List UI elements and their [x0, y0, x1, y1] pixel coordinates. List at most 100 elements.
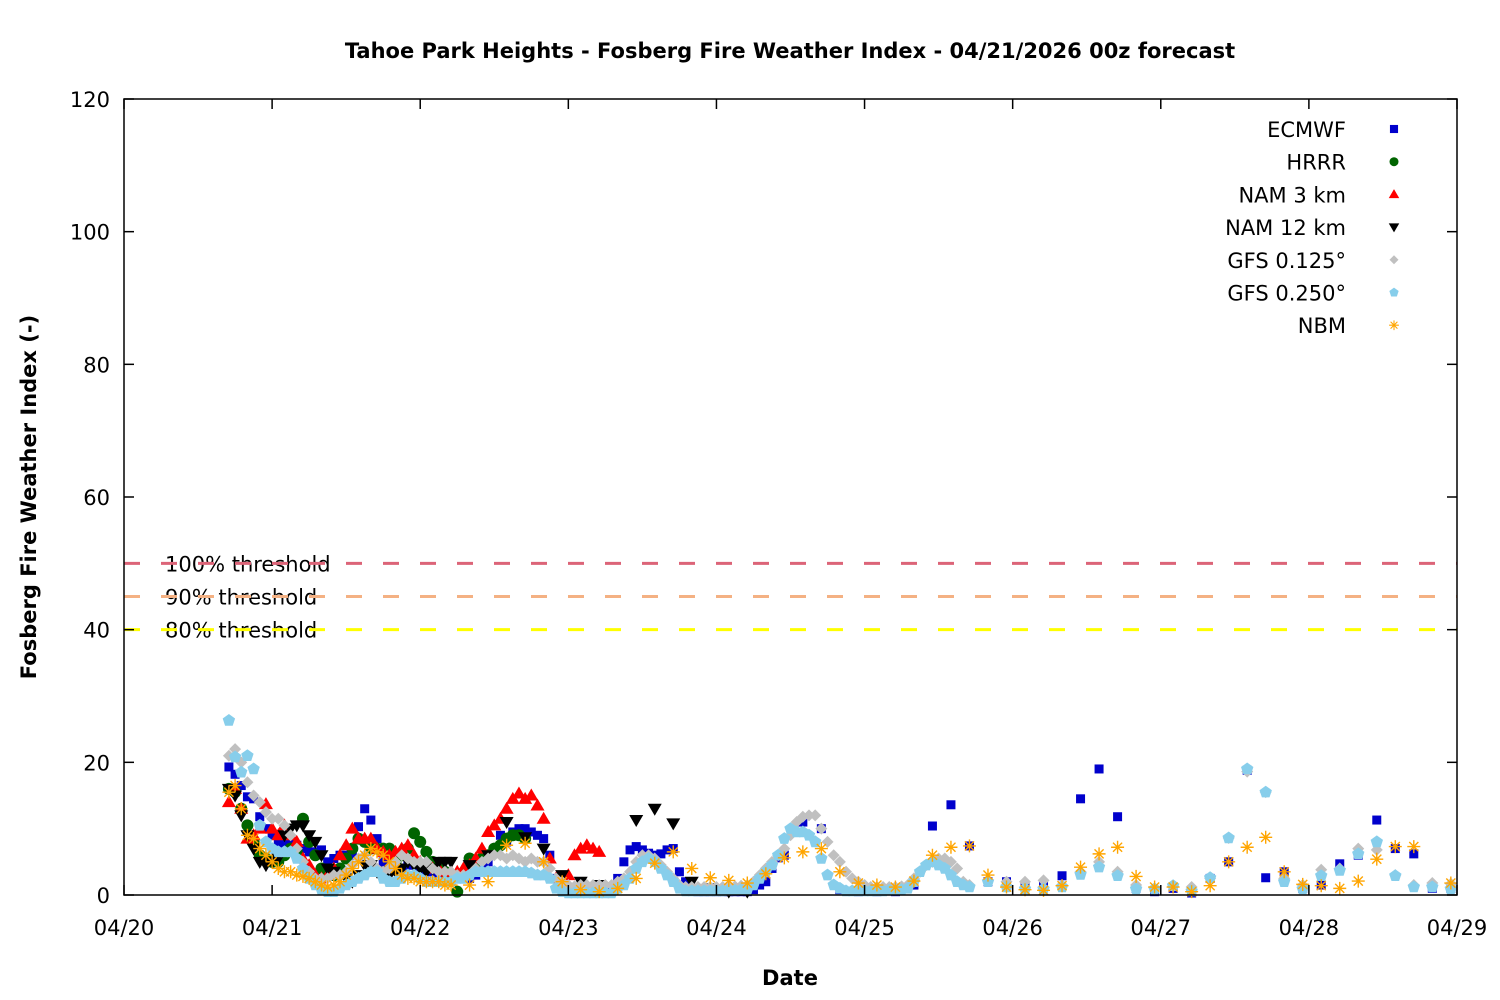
ecmwf-point: [360, 804, 370, 814]
nbm-point: [1129, 869, 1143, 883]
gfs-0-250-point: [241, 749, 254, 761]
nam-3-km-point: [221, 795, 236, 808]
nbm-point: [308, 875, 322, 889]
nbm-point: [1314, 879, 1328, 893]
nam-3-km-point: [400, 838, 415, 851]
y-tick-label: 120: [70, 88, 110, 112]
series-nbm: [222, 779, 1458, 899]
ecmwf-point: [619, 857, 629, 867]
ecmwf-point: [946, 800, 956, 810]
legend-marker: [1389, 157, 1399, 167]
gfs-0-250-point: [802, 828, 816, 841]
nbm-point: [1055, 879, 1069, 893]
nam-12-km-point: [647, 803, 662, 816]
gfs-0-250-point: [1092, 860, 1106, 873]
ecmwf-point: [1113, 812, 1123, 822]
y-tick-label: 40: [83, 619, 110, 643]
x-tick-label: 04/26: [982, 916, 1043, 940]
ecmwf-point: [662, 845, 672, 855]
nbm-point: [327, 878, 341, 892]
gfs-0-125-point: [580, 879, 593, 892]
nbm-point: [537, 855, 551, 869]
nbm-point: [463, 878, 477, 892]
gfs-0-250-point: [765, 858, 779, 871]
legend-marker-ecmwf: [1389, 124, 1399, 134]
ecmwf-point: [366, 815, 376, 825]
nbm-point: [358, 848, 372, 862]
nbm-point: [389, 861, 403, 875]
data-points: [221, 714, 1458, 899]
nam-12-km-point: [308, 836, 323, 849]
ecmwf-point: [230, 769, 240, 779]
nbm-point: [222, 785, 236, 799]
nam-3-km-point: [289, 834, 304, 847]
gfs-0-125-point: [1037, 874, 1050, 887]
nam-12-km-point: [228, 790, 243, 803]
ecmwf-point: [329, 854, 339, 864]
gfs-0-125-point: [414, 855, 427, 868]
hrrr-point: [408, 827, 421, 840]
y-axis-label: Fosberg Fire Weather Index (-): [17, 315, 41, 679]
nbm-point: [1111, 840, 1125, 854]
ecmwf-point: [273, 837, 283, 847]
gfs-0-125-point: [259, 806, 272, 819]
nbm-point: [777, 851, 791, 865]
nam-12-km-point: [314, 850, 329, 863]
nbm-point: [888, 880, 902, 894]
y-tick-label: 80: [83, 353, 110, 377]
nam-12-km-point: [536, 843, 551, 856]
gfs-0-250-point: [1111, 869, 1124, 881]
nam-3-km-point: [524, 788, 539, 801]
gfs-0-250-point: [1204, 871, 1217, 883]
nbm-point: [592, 885, 606, 899]
legend-marker: [1389, 287, 1399, 297]
nbm-point: [1074, 860, 1088, 874]
ecmwf-point: [532, 830, 542, 840]
nbm-point: [1351, 874, 1365, 888]
nam-12-km-point: [413, 863, 428, 876]
nbm-point: [382, 855, 396, 869]
nbm-point: [1148, 880, 1162, 894]
gfs-0-250-point: [1259, 785, 1272, 798]
legend-marker-gfs-0-250: [1389, 287, 1399, 297]
axis-ticks: 04/20 04/21 04/22 04/23 04/24 04/25 04/26 04/27…: [70, 88, 1487, 940]
gfs-0-250-point: [247, 762, 260, 775]
ecmwf-point: [242, 792, 252, 802]
gfs-0-125-point: [408, 855, 421, 868]
gfs-0-250-point: [296, 862, 310, 874]
nam-12-km-point: [629, 815, 644, 828]
nbm-point: [666, 845, 680, 859]
x-tick-label: 04/25: [834, 916, 895, 940]
nbm-point: [339, 868, 353, 882]
gfs-0-125-point: [827, 849, 840, 862]
ecmwf-point: [286, 837, 296, 847]
nbm-point: [444, 878, 458, 892]
nam-3-km-point: [518, 791, 533, 804]
threshold-lines: [124, 561, 1457, 632]
y-tick-label: 0: [97, 884, 110, 908]
nbm-point: [1092, 847, 1106, 861]
gfs-0-125-point: [229, 743, 242, 756]
nbm-point: [333, 875, 347, 889]
gfs-0-250-point: [778, 832, 791, 844]
ecmwf-point: [526, 827, 536, 837]
nam-3-km-point: [487, 818, 502, 831]
legend-marker: [1388, 223, 1400, 233]
gfs-0-250-point: [543, 871, 556, 884]
gfs-0-125-point: [488, 849, 501, 862]
nbm-point: [574, 883, 588, 897]
nbm-point: [1259, 830, 1273, 844]
nam-3-km-point: [265, 821, 280, 834]
nbm-point: [395, 868, 409, 882]
gfs-0-125-point: [278, 819, 291, 832]
ecmwf-point: [1372, 815, 1382, 825]
nbm-point: [1166, 880, 1180, 894]
hrrr-point: [241, 819, 254, 832]
nbm-point: [1018, 883, 1032, 897]
ecmwf-point: [927, 821, 937, 831]
ecmwf-point: [255, 812, 265, 822]
nbm-point: [629, 871, 643, 885]
gfs-0-250-point: [1278, 875, 1291, 887]
nam-12-km-point: [234, 810, 249, 823]
nbm-point: [265, 855, 279, 869]
